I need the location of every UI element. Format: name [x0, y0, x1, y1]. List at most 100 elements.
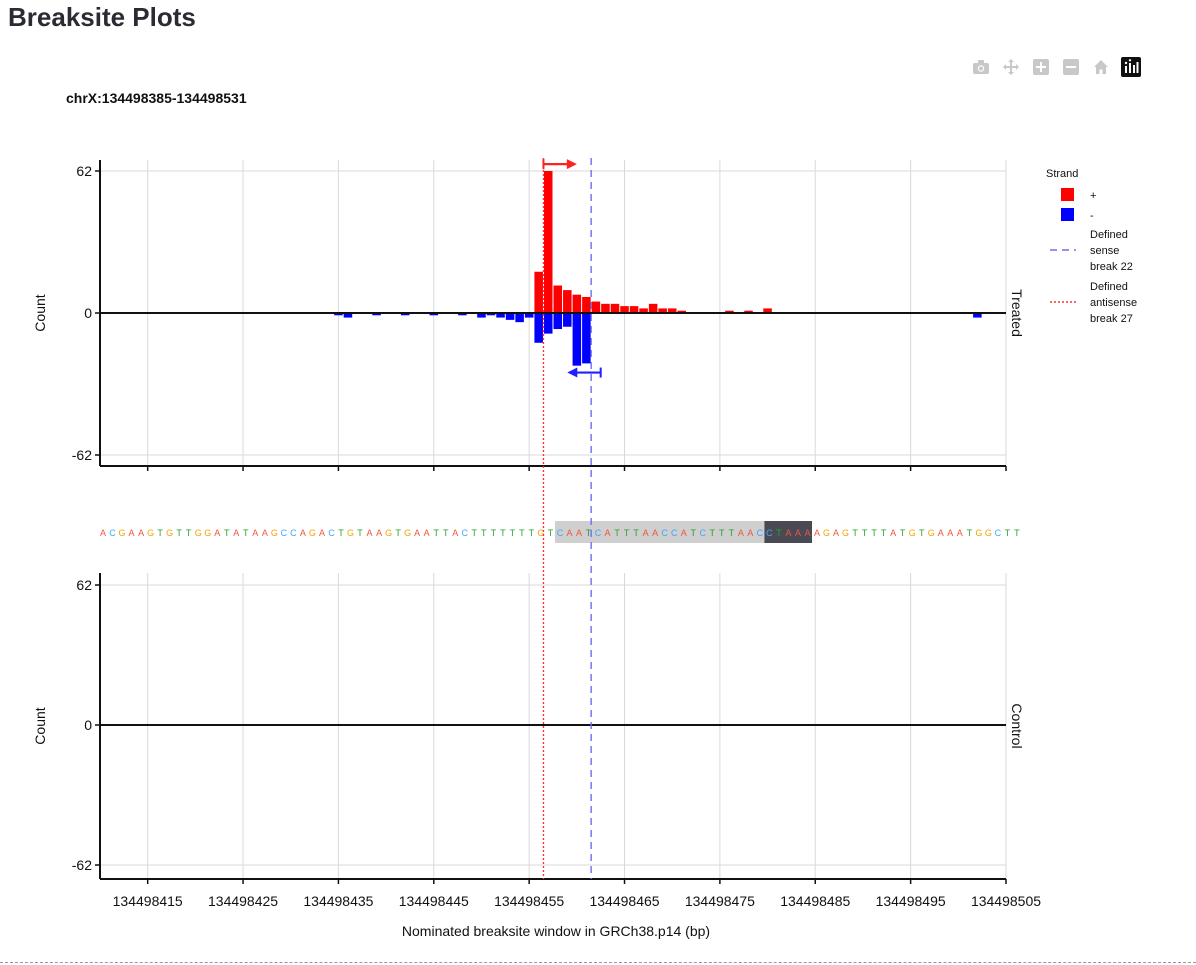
plus-strand-bar[interactable]: [601, 303, 610, 313]
plus-strand-bar[interactable]: [610, 303, 620, 313]
page-title: Breaksite Plots: [8, 2, 196, 32]
plus-strand-bar[interactable]: [648, 303, 658, 313]
x-tick-label: 134498495: [876, 893, 946, 909]
plus-strand-bar[interactable]: [582, 296, 591, 313]
plus-strand-bar[interactable]: [629, 306, 639, 313]
legend-minus-swatch[interactable]: [1061, 208, 1074, 221]
sequence-base: T: [919, 528, 925, 538]
sequence-base: G: [385, 528, 392, 538]
sequence-base: T: [710, 528, 716, 538]
minus-strand-bar[interactable]: [563, 313, 572, 327]
legend-label: -: [1090, 210, 1094, 222]
x-tick-label: 134498465: [589, 893, 659, 909]
minus-strand-bar[interactable]: [553, 313, 563, 330]
minus-strand-bar[interactable]: [534, 313, 543, 343]
minus-strand-bar[interactable]: [400, 313, 410, 316]
plus-strand-bar[interactable]: [725, 310, 734, 313]
sequence-base: T: [529, 528, 535, 538]
sequence-base: T: [243, 528, 249, 538]
x-tick-label: 134498415: [113, 893, 183, 909]
minus-strand-bar[interactable]: [477, 313, 486, 318]
plus-strand-bar[interactable]: [563, 290, 572, 313]
sequence-base: A: [643, 528, 649, 538]
plus-strand-bar[interactable]: [658, 308, 667, 313]
plus-strand-bar[interactable]: [639, 308, 648, 313]
minus-strand-bar[interactable]: [543, 313, 553, 334]
x-tick-label: 134498445: [399, 893, 469, 909]
sequence-base: G: [271, 528, 278, 538]
sequence-base: C: [757, 528, 764, 538]
bottom-divider: [0, 962, 1196, 963]
minus-strand-bar[interactable]: [515, 313, 524, 323]
sequence-base: G: [823, 528, 830, 538]
sequence-guide-highlight: [554, 521, 765, 543]
sequence-base: T: [586, 528, 592, 538]
y-tick-label: 62: [76, 163, 92, 179]
sequence-base: T: [224, 528, 230, 538]
minus-strand-bar[interactable]: [372, 313, 381, 316]
sequence-base: T: [548, 528, 554, 538]
minus-strand-bar[interactable]: [486, 313, 496, 316]
sequence-base: A: [414, 528, 420, 538]
sequence-base: T: [338, 528, 344, 538]
sequence-base: G: [975, 528, 982, 538]
sequence-base: T: [443, 528, 449, 538]
sequence-base: C: [462, 528, 469, 538]
plus-strand-bar[interactable]: [591, 301, 601, 313]
home-icon[interactable]: [1090, 56, 1112, 78]
sequence-base: G: [842, 528, 849, 538]
minus-strand-bar[interactable]: [582, 313, 591, 364]
sequence-base: G: [985, 528, 992, 538]
plus-strand-bar[interactable]: [667, 308, 677, 313]
plotly-logo-icon[interactable]: [1120, 56, 1142, 78]
sequence-base: T: [881, 528, 887, 538]
minus-strand-bar[interactable]: [429, 313, 439, 316]
plus-strand-bar[interactable]: [763, 308, 772, 313]
plus-strand-bar[interactable]: [553, 285, 563, 313]
minus-strand-bar[interactable]: [343, 313, 353, 318]
minus-strand-bar[interactable]: [505, 313, 515, 320]
plus-strand-bar[interactable]: [534, 271, 543, 313]
minus-strand-bar[interactable]: [973, 313, 982, 318]
pan-icon[interactable]: [1000, 56, 1022, 78]
sequence-base: C: [766, 528, 773, 538]
sequence-base: A: [452, 528, 458, 538]
x-tick-label: 134498425: [208, 893, 278, 909]
minus-strand-bar[interactable]: [496, 313, 505, 318]
sequence-base: T: [729, 528, 735, 538]
facet-label-treated: Treated: [1009, 289, 1025, 337]
zoom-out-icon[interactable]: [1060, 56, 1082, 78]
modebar: [970, 56, 1142, 78]
sequence-base: T: [1005, 528, 1011, 538]
sequence-base: A: [938, 528, 944, 538]
sequence-base: A: [262, 528, 268, 538]
sequence-base: A: [424, 528, 430, 538]
sequence-base: G: [928, 528, 935, 538]
plus-strand-bar[interactable]: [543, 171, 553, 313]
sequence-base: T: [500, 528, 506, 538]
sequence-base: T: [176, 528, 182, 538]
plus-strand-bar[interactable]: [620, 306, 629, 313]
plus-strand-bar[interactable]: [572, 294, 582, 313]
sequence-base: C: [995, 528, 1002, 538]
plus-strand-bar[interactable]: [677, 310, 687, 313]
sequence-base: A: [947, 528, 953, 538]
sequence-base: G: [909, 528, 916, 538]
sequence-base: T: [157, 528, 163, 538]
minus-strand-bar[interactable]: [458, 313, 467, 316]
legend-label: Defined antisense break 27: [1090, 281, 1137, 325]
legend-plus-swatch[interactable]: [1061, 188, 1074, 201]
chart-title: chrX:134498385-134498531: [66, 90, 247, 106]
sequence-base: G: [204, 528, 211, 538]
minus-strand-bar[interactable]: [572, 313, 582, 366]
minus-strand-bar[interactable]: [334, 313, 343, 316]
sequence-base: G: [309, 528, 316, 538]
x-tick-label: 134498475: [685, 893, 755, 909]
minus-strand-bar[interactable]: [524, 313, 534, 318]
y-tick-label: -62: [72, 447, 92, 463]
zoom-in-icon[interactable]: [1030, 56, 1052, 78]
plus-strand-bar[interactable]: [744, 310, 753, 313]
legend-label: +: [1090, 190, 1096, 202]
sequence-base: T: [633, 528, 639, 538]
camera-icon[interactable]: [970, 56, 992, 78]
